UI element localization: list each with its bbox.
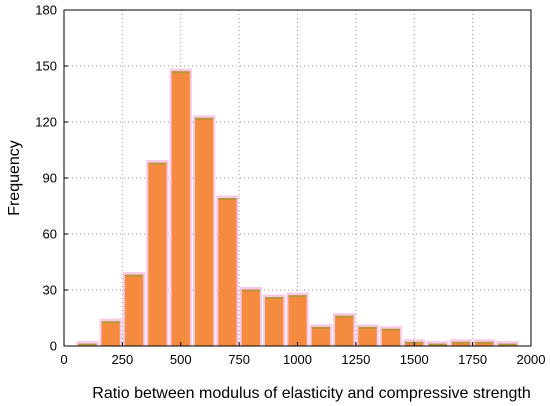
y-axis-title: Frequency [6,140,23,216]
x-axis-ticks: 0 250 500 750 1000 1250 1500 1750 2000 [60,342,545,367]
y-tick-label: 30 [43,283,57,298]
x-tick-label: 750 [228,352,250,367]
bar [309,324,332,346]
bar [76,341,99,346]
x-tick-label: 500 [170,352,192,367]
bars [76,68,519,347]
y-tick-label: 120 [35,115,57,130]
bar [169,68,192,346]
x-tick-label: 250 [112,352,134,367]
bar [356,324,379,346]
x-tick-label: 0 [60,352,67,367]
bar [122,272,146,346]
y-tick-label: 180 [35,3,57,18]
x-axis-title: Ratio between modulus of elasticity and … [92,385,530,402]
bar [426,341,449,346]
bar [379,326,403,346]
bar [192,115,216,347]
bar [146,160,169,346]
bar [216,195,239,346]
bar [99,318,122,346]
x-tick-label: 1500 [400,352,429,367]
y-tick-label: 150 [35,59,57,74]
y-tick-label: 60 [43,227,57,242]
y-tick-label: 0 [50,339,57,354]
y-axis-ticks: 0 30 60 90 120 150 180 [35,3,68,354]
bar [333,313,356,346]
bar [449,339,473,346]
y-tick-label: 90 [43,171,57,186]
x-tick-label: 1750 [458,352,487,367]
x-tick-label: 1000 [283,352,312,367]
x-tick-label: 2000 [517,352,546,367]
bar [496,341,519,346]
x-tick-label: 1250 [341,352,370,367]
bar [473,339,496,346]
bar [239,287,262,346]
grid-lines [64,10,531,346]
bar [286,292,309,346]
bar [263,294,286,346]
